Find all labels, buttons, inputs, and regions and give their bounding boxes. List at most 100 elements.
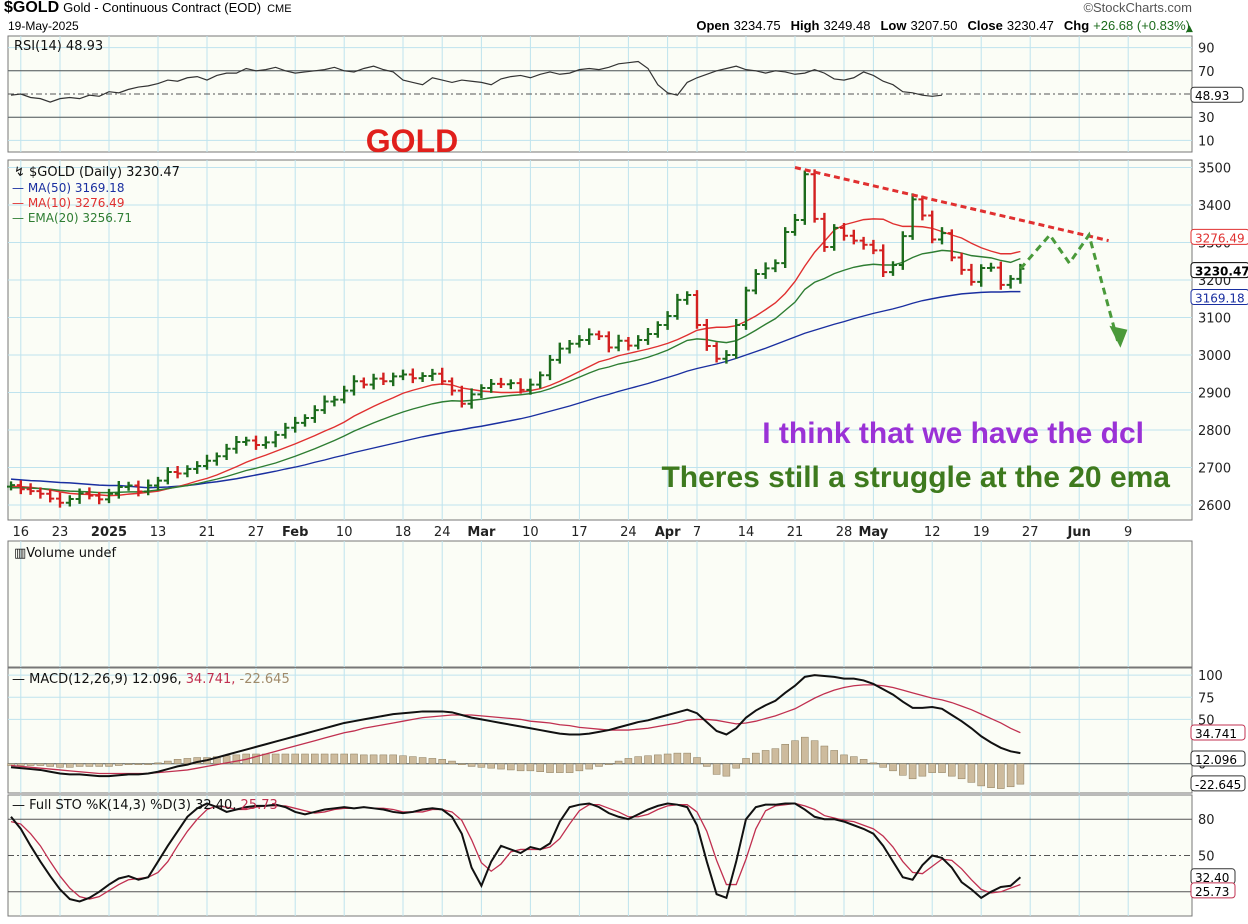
macd-histogram-bar: [36, 763, 45, 766]
macd-last-value-label: 34.741: [1195, 727, 1237, 741]
macd-histogram-bar: [516, 763, 525, 772]
chart-header-title: $GOLD Gold - Continuous Contract (EOD) CME: [4, 0, 292, 16]
macd-histogram-bar: [75, 763, 84, 767]
x-tick-label: 10: [522, 525, 539, 540]
macd-histogram-bar: [477, 763, 486, 768]
macd-histogram-bar: [320, 753, 329, 764]
macd-histogram-bar: [409, 756, 417, 764]
macd-histogram-bar: [732, 763, 740, 769]
price-bar: [977, 264, 986, 287]
price-bar: [526, 378, 535, 395]
price-last-value-label: 3169.18: [1195, 292, 1245, 306]
x-tick-label: 7: [693, 525, 701, 540]
price-bar: [457, 385, 466, 408]
price-bar: [124, 481, 133, 491]
price-bar: [1006, 275, 1015, 289]
macd-histogram-bar: [291, 753, 299, 764]
price-bar: [928, 210, 937, 244]
projection-path: [1019, 231, 1120, 345]
price-bar: [105, 488, 113, 504]
x-tick-label: 9: [1124, 525, 1132, 540]
price-bar: [65, 495, 74, 507]
macd-histogram-bar: [683, 752, 691, 764]
annotation-note-1: I think that we have the dcl: [762, 417, 1144, 450]
price-bar: [810, 169, 819, 223]
price-last-value-label: 3230.47: [1195, 265, 1248, 279]
x-tick-label: 23: [52, 525, 69, 540]
macd-histogram-bar: [173, 759, 182, 764]
price-bar: [7, 481, 15, 491]
price-bar: [595, 330, 603, 340]
chart-date: 19-May-2025: [8, 19, 79, 33]
macd-last-value-box: [1190, 750, 1246, 767]
macd-histogram-bar: [801, 736, 809, 764]
price-bar: [271, 431, 280, 448]
legend-ema20: — EMA(20) 3256.71: [12, 211, 132, 225]
price-bar: [369, 373, 378, 390]
macd-histogram-bar: [232, 754, 241, 764]
price-bar: [222, 443, 231, 460]
price-bar: [144, 479, 153, 496]
price-bar: [712, 342, 721, 363]
macd-legend-histogram: -22.645: [240, 672, 290, 687]
macd-histogram-bar: [95, 763, 103, 767]
macd-legend-value: 12.096,: [132, 672, 186, 687]
macd-histogram-bar: [987, 763, 995, 788]
macd-histogram-bar: [879, 763, 887, 768]
price-last-value-box: [1190, 262, 1248, 279]
macd-histogram-bar: [17, 763, 25, 766]
macd-histogram-bar: [644, 755, 652, 764]
macd-histogram-bar: [781, 743, 789, 764]
macd-last-value-label: -22.645: [1195, 778, 1241, 792]
macd-histogram-bar: [673, 752, 682, 764]
price-last-value-box: [1190, 228, 1248, 245]
macd-histogram-bar: [487, 763, 495, 769]
price-bar: [134, 480, 143, 497]
price-bar: [252, 435, 260, 450]
ohlc-value-high: 3249.48: [823, 18, 870, 33]
price-bar: [604, 331, 613, 353]
sto-tick-label: 50: [1198, 850, 1215, 865]
macd-histogram-bar: [497, 763, 505, 770]
macd-histogram-bar: [428, 758, 437, 764]
x-tick-label: 24: [620, 525, 637, 540]
change-up-arrow-icon: ▲: [1186, 24, 1193, 34]
price-bar: [957, 252, 966, 275]
price-bar: [359, 377, 368, 389]
macd-histogram-bar: [134, 763, 143, 765]
macd-histogram-bar: [379, 754, 388, 764]
ohlc-label-open: Open: [696, 18, 729, 33]
price-bar: [193, 461, 202, 474]
price-last-value-box: [1190, 289, 1248, 306]
macd-histogram-bar: [1006, 763, 1015, 788]
x-tick-label: 27: [248, 525, 265, 540]
macd-histogram-bar: [791, 740, 799, 764]
symbol-label: $GOLD: [4, 0, 59, 16]
price-bar: [967, 263, 976, 286]
price-bar: [154, 476, 162, 491]
price-bar: [624, 337, 633, 351]
price-bar: [428, 368, 437, 381]
price-bar: [536, 371, 545, 389]
macd-histogram-bar: [967, 763, 976, 783]
macd-histogram-bar: [536, 763, 544, 772]
price-bar: [477, 384, 486, 399]
price-bar: [761, 262, 770, 279]
x-tick-label: 12: [924, 525, 941, 540]
x-tick-label: 10: [336, 525, 353, 540]
sto-last-value-label: 32.40: [1195, 871, 1229, 885]
rsi-last-value-label: 48.93: [1195, 89, 1229, 103]
ohlc-value-open: 3234.75: [734, 18, 781, 33]
price-bar: [879, 244, 888, 277]
x-tick-label: 28: [836, 525, 853, 540]
price-bar: [203, 454, 211, 470]
price-bar: [183, 465, 192, 478]
macd-histogram-bar: [850, 756, 858, 764]
price-bar: [389, 372, 398, 387]
sto-legend: — Full STO %K(14,3) %D(3) 32.40, 25.73: [12, 798, 278, 813]
price-bar: [575, 335, 584, 348]
ohlc-label-chg: Chg: [1064, 18, 1089, 33]
x-tick-label: Jun: [1067, 525, 1091, 540]
macd-histogram-bar: [977, 763, 985, 787]
ohlc-value-close: 3230.47: [1007, 18, 1054, 33]
